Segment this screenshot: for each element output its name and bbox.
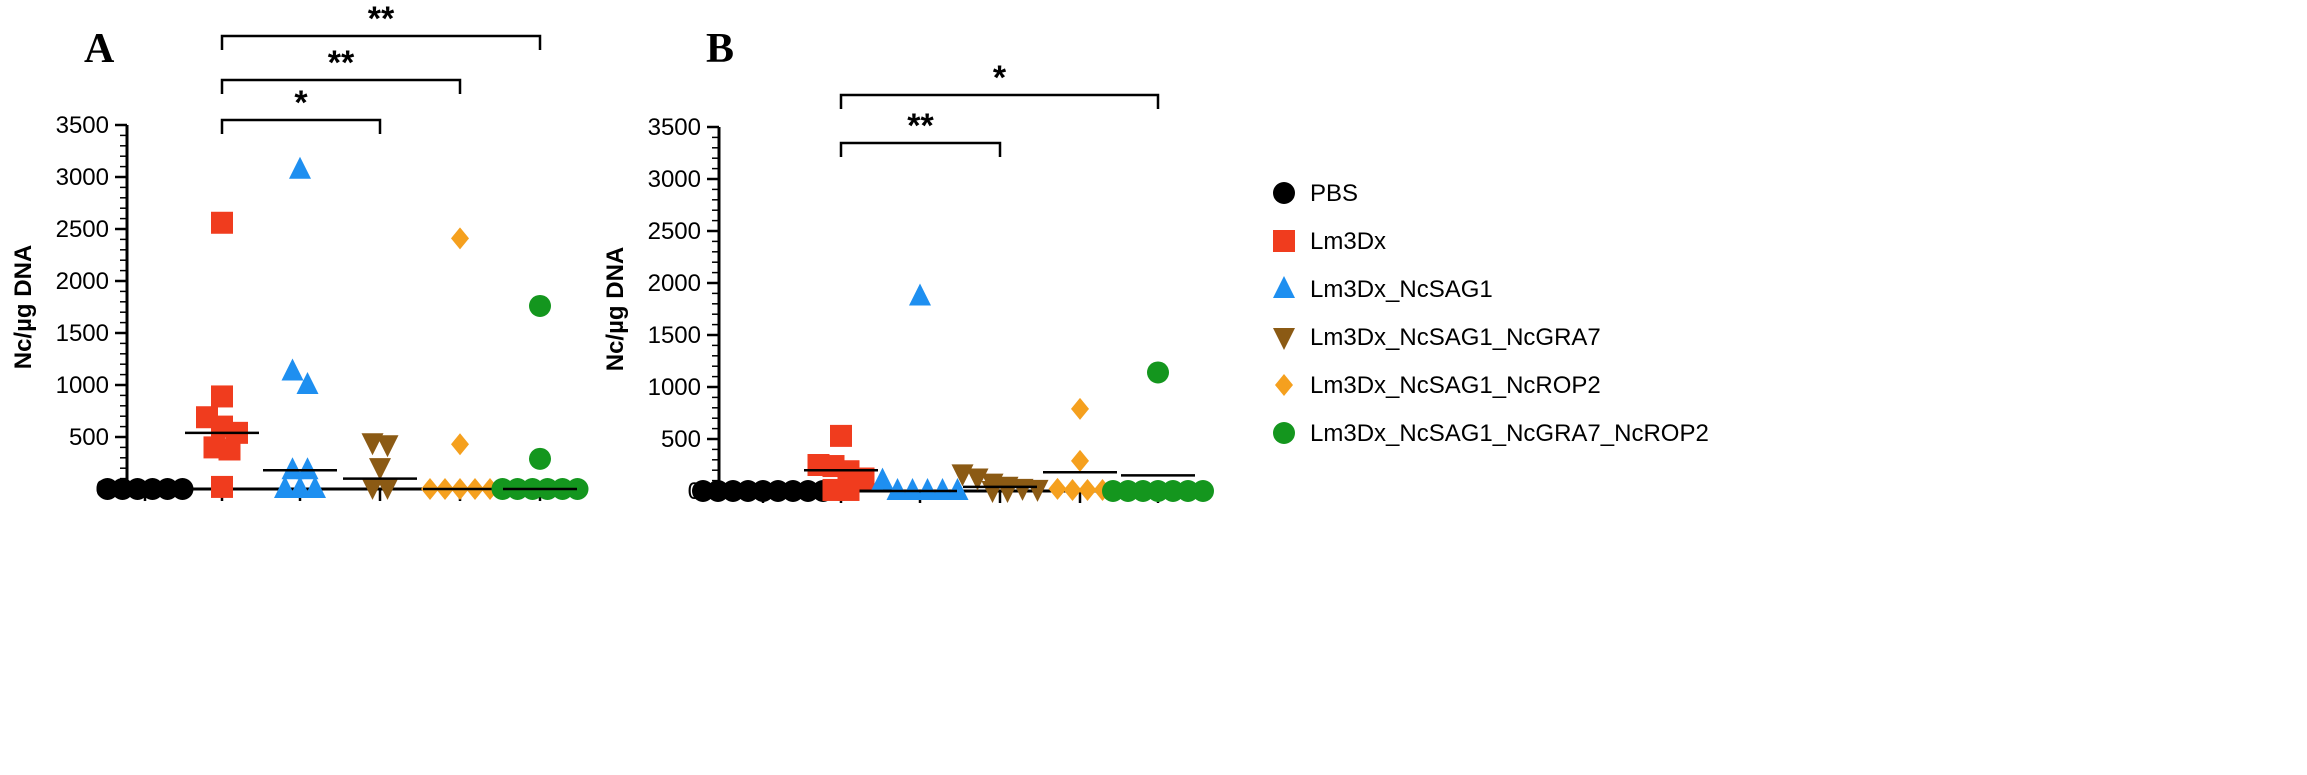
legend-label: Lm3Dx_NcSAG1: [1310, 276, 1493, 303]
legend-label: Lm3Dx_NcSAG1_NcROP2: [1310, 372, 1601, 399]
y-tick-label: 2500: [648, 218, 701, 245]
y-tick-label: 1500: [56, 320, 109, 347]
data-point: [304, 476, 326, 498]
data-point: [529, 447, 551, 470]
data-point: [830, 424, 852, 447]
legend-item: Lm3Dx_NcSAG1_NcROP2: [1275, 372, 1601, 399]
legend-label: Lm3Dx_NcSAG1_NcGRA7_NcROP2: [1310, 420, 1709, 447]
legend-marker: [1273, 230, 1295, 252]
y-tick-label: 2500: [56, 216, 109, 243]
legend-marker: [1273, 276, 1295, 298]
y-tick-label: 2000: [56, 268, 109, 295]
data-point: [211, 475, 233, 498]
panel-letter: B: [706, 26, 734, 72]
y-axis-label: Nc/µg DNA: [10, 245, 37, 370]
panel-b: B0500100015002000250030003500Nc/µg DNA**…: [602, 26, 1214, 505]
bracket-line: [220, 78, 462, 94]
data-point: [1048, 477, 1067, 500]
panel-a: A0500100015002000250030003500Nc/µg DNA**…: [10, 0, 589, 503]
data-point: [871, 467, 894, 490]
legend-marker: [1275, 374, 1293, 396]
y-tick-label: 3500: [648, 114, 701, 141]
panel-letter: A: [84, 26, 115, 72]
legend-marker: [1273, 182, 1295, 204]
legend-item: Lm3Dx: [1273, 228, 1386, 255]
y-tick-label: 1500: [648, 322, 701, 349]
legend-label: Lm3Dx_NcSAG1_NcGRA7: [1310, 324, 1601, 351]
data-point: [296, 457, 319, 480]
data-point: [837, 478, 860, 501]
data-point: [376, 477, 399, 500]
significance-label: **: [907, 107, 934, 145]
data-point: [171, 478, 194, 500]
data-point: [901, 478, 924, 500]
data-point: [931, 478, 954, 500]
significance-label: **: [328, 44, 355, 82]
significance-bracket: **: [220, 44, 462, 94]
significance-bracket: **: [839, 107, 1002, 157]
data-point: [281, 457, 304, 480]
y-tick-label: 3000: [56, 164, 109, 191]
legend-item: PBS: [1273, 180, 1358, 207]
data-point: [281, 358, 304, 381]
data-point: [1078, 478, 1097, 501]
bracket-line: [220, 118, 382, 134]
data-point: [1071, 449, 1089, 472]
legend-item: Lm3Dx_NcSAG1_NcGRA7: [1273, 324, 1601, 351]
data-point: [1071, 397, 1089, 420]
bracket-line: [839, 141, 1002, 157]
data-point: [1063, 478, 1082, 501]
y-tick-label: 3000: [648, 166, 701, 193]
data-point: [1147, 361, 1169, 384]
legend-item: Lm3Dx_NcSAG1_NcGRA7_NcROP2: [1273, 420, 1709, 447]
data-point: [566, 478, 589, 500]
data-point: [289, 476, 311, 498]
y-tick-label: 500: [69, 424, 109, 451]
significance-bracket: *: [220, 84, 382, 134]
y-axis-label: Nc/µg DNA: [602, 247, 629, 372]
legend-marker: [1273, 328, 1295, 350]
legend-item: Lm3Dx_NcSAG1: [1273, 276, 1493, 303]
data-point: [909, 283, 931, 306]
data-point: [451, 227, 469, 250]
data-point: [211, 385, 233, 408]
bracket-line: [839, 93, 1160, 109]
significance-label: **: [368, 0, 395, 38]
data-point: [886, 478, 909, 500]
significance-label: *: [993, 59, 1007, 97]
data-point: [376, 435, 399, 458]
data-point: [1011, 478, 1034, 501]
data-point: [218, 438, 241, 461]
significance-bracket: *: [839, 59, 1160, 109]
significance-label: *: [294, 84, 308, 122]
legend-label: PBS: [1310, 180, 1358, 207]
data-point: [361, 433, 384, 456]
data-point: [369, 458, 391, 481]
y-tick-label: 2000: [648, 270, 701, 297]
data-point: [1026, 479, 1049, 502]
data-point: [1192, 480, 1214, 502]
data-point: [296, 372, 319, 394]
legend-label: Lm3Dx: [1310, 228, 1386, 255]
y-tick-label: 1000: [648, 374, 701, 401]
data-point: [451, 433, 469, 456]
significance-bracket: **: [220, 0, 542, 50]
legend-marker: [1273, 422, 1295, 444]
data-point: [211, 211, 233, 234]
y-tick-label: 3500: [56, 112, 109, 139]
data-point: [274, 476, 296, 498]
data-point: [946, 478, 969, 500]
data-point: [289, 156, 311, 179]
y-tick-label: 500: [661, 426, 701, 453]
data-point: [916, 478, 939, 500]
y-tick-label: 1000: [56, 372, 109, 399]
data-point: [361, 477, 384, 500]
legend: PBS Lm3Dx Lm3Dx_NcSAG1 Lm3Dx_NcSAG1_NcGRA7 L…: [1273, 180, 1709, 447]
bracket-line: [220, 34, 542, 50]
data-point: [529, 294, 551, 317]
